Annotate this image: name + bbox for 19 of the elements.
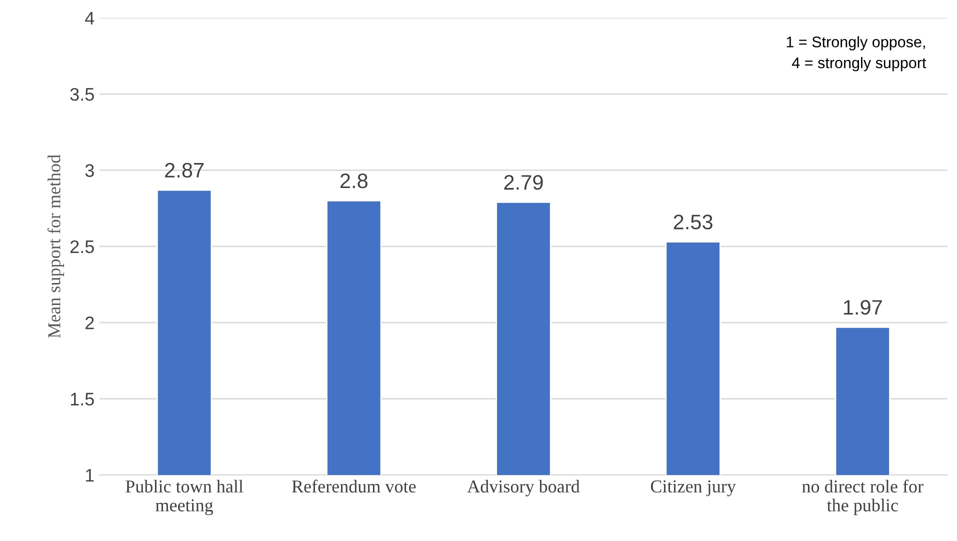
data-label: 2.87 — [165, 162, 204, 178]
annotation: 1 = Strongly oppose, 4 = strongly support — [786, 36, 926, 72]
data-label: 2.8 — [340, 174, 368, 188]
x-tick-label: Advisory board — [467, 480, 580, 496]
data-label: 2.53 — [674, 214, 712, 230]
y-tick-label: 2 — [86, 316, 94, 330]
y-tick-label: 3.5 — [70, 88, 94, 101]
y-axis-title: Mean support for method — [47, 154, 64, 338]
x-tick-label: no direct role for the public — [802, 480, 924, 516]
x-tick-label: Referendum vote — [292, 480, 416, 493]
y-tick-label: 2.5 — [70, 240, 94, 254]
data-label: 2.79 — [504, 175, 543, 190]
y-tick-label: 4 — [85, 12, 94, 24]
x-tick-label: Public town hall meeting — [126, 480, 244, 516]
data-label: 1.97 — [844, 300, 882, 315]
x-tick-label: Citizen jury — [650, 480, 736, 496]
y-tick-label: 1 — [86, 469, 94, 482]
y-tick-label: 1.5 — [70, 392, 94, 406]
y-tick-label: 3 — [85, 164, 94, 177]
